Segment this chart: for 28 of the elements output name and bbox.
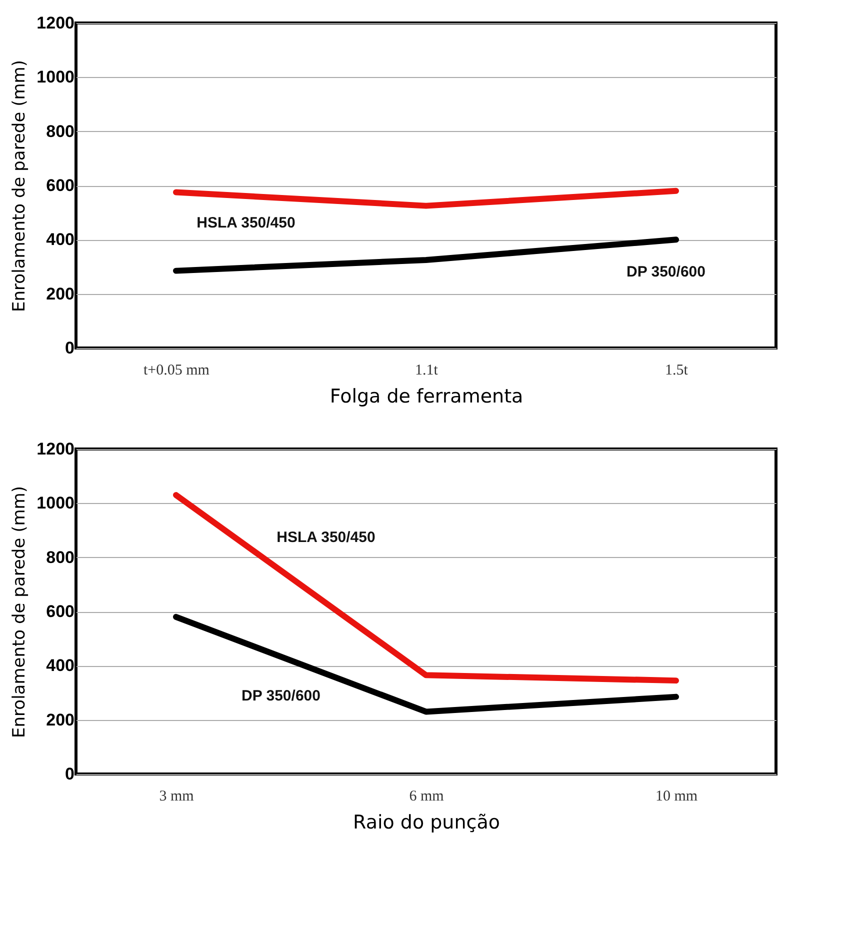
y-tick-label: 800 [46, 122, 74, 141]
series-label: DP 350/600 [626, 264, 706, 281]
y-axis-title: Enrolamento de parede (mm) [10, 60, 30, 312]
series-label: DP 350/600 [242, 688, 320, 705]
y-tick-label: 400 [46, 656, 74, 676]
x-tick-label: t+0.05 mm [144, 362, 210, 378]
y-tick-label: 200 [46, 710, 74, 730]
y-tick-label: 1200 [36, 440, 74, 458]
y-tick-label: 200 [46, 284, 74, 304]
y-tick-label: 1000 [36, 68, 74, 87]
y-tick-label: 0 [65, 338, 74, 358]
x-tick-label: 1.1t [415, 362, 439, 378]
y-tick-label: 800 [46, 548, 74, 567]
series-label: HSLA 350/450 [196, 214, 296, 232]
x-tick-label: 6 mm [409, 788, 444, 804]
y-tick-label: 600 [46, 176, 74, 195]
series-label: HSLA 350/450 [276, 529, 376, 546]
y-tick-label: 400 [46, 230, 74, 250]
x-tick-label: 3 mm [159, 788, 194, 804]
x-tick-label: 1.5t [665, 362, 689, 378]
y-tick-label: 1000 [36, 494, 74, 513]
y-axis-title: Enrolamento de parede (mm) [10, 486, 30, 738]
x-tick-label: 10 mm [655, 788, 698, 804]
x-axis-title: Folga de ferramenta [330, 386, 524, 408]
y-tick-label: 1200 [36, 14, 74, 32]
x-axis-title: Raio do punção [353, 812, 500, 834]
y-tick-label: 600 [46, 602, 74, 621]
y-tick-label: 0 [65, 764, 74, 784]
